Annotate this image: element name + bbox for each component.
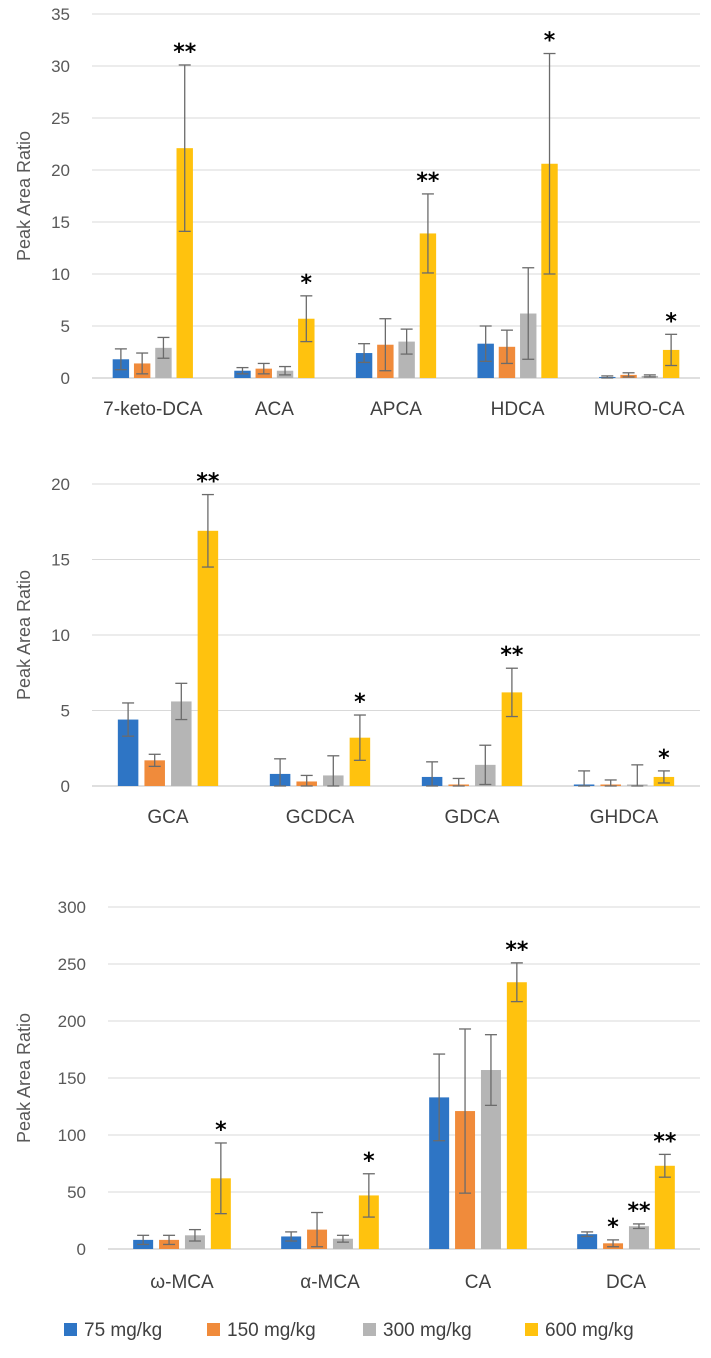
x-category-label: GHDCA — [590, 807, 659, 828]
significance-marker: ** — [173, 40, 197, 65]
y-axis-title: Peak Area Ratio — [14, 1013, 34, 1143]
significance-marker: ** — [416, 169, 440, 194]
y-tick-label: 35 — [51, 5, 70, 24]
significance-marker: * — [301, 271, 313, 296]
bar — [506, 982, 527, 1249]
significance-marker: ** — [653, 1129, 677, 1154]
x-category-label: APCA — [370, 399, 422, 420]
legend-swatch — [363, 1323, 376, 1336]
x-category-label: ω-MCA — [150, 1272, 214, 1293]
bar — [281, 1236, 302, 1249]
y-tick-label: 200 — [58, 1012, 86, 1031]
significance-marker: ** — [627, 1199, 651, 1224]
y-tick-label: 10 — [51, 265, 70, 284]
y-tick-label: 0 — [77, 1240, 86, 1259]
legend-swatch — [64, 1323, 77, 1336]
y-tick-label: 0 — [61, 369, 70, 388]
legend-swatch — [207, 1323, 220, 1336]
y-tick-label: 50 — [67, 1183, 86, 1202]
y-tick-label: 15 — [51, 551, 70, 570]
bar — [176, 148, 193, 378]
significance-marker: * — [363, 1149, 375, 1174]
x-category-label: 7-keto-DCA — [103, 399, 203, 420]
x-category-label: GCA — [147, 807, 189, 828]
bar — [419, 233, 437, 378]
bar — [184, 1235, 205, 1249]
significance-marker: ** — [505, 938, 529, 963]
y-tick-label: 10 — [51, 626, 70, 645]
y-tick-label: 100 — [58, 1126, 86, 1145]
bar — [501, 692, 523, 786]
y-tick-label: 15 — [51, 213, 70, 232]
bar — [480, 1070, 501, 1249]
legend-label: 75 mg/kg — [84, 1320, 162, 1341]
significance-marker: ** — [500, 643, 524, 668]
y-axis-title: Peak Area Ratio — [14, 570, 34, 700]
x-category-label: ACA — [255, 399, 294, 420]
bar — [197, 530, 219, 786]
y-tick-label: 20 — [51, 161, 70, 180]
y-tick-label: 5 — [61, 317, 70, 336]
x-category-label: DCA — [606, 1272, 646, 1293]
bar — [358, 1195, 379, 1249]
y-tick-label: 20 — [51, 475, 70, 494]
legend-label: 150 mg/kg — [227, 1320, 316, 1341]
y-tick-label: 150 — [58, 1069, 86, 1088]
bar — [577, 1234, 598, 1249]
y-tick-label: 300 — [58, 898, 86, 917]
x-category-label: GDCA — [445, 807, 500, 828]
x-category-label: GCDCA — [286, 807, 355, 828]
y-tick-label: 30 — [51, 57, 70, 76]
significance-marker: * — [544, 29, 556, 54]
bar — [429, 1097, 450, 1249]
legend-group: 75 mg/kg 150 mg/kg 300 mg/kg 600 mg/kg — [64, 1320, 634, 1341]
bar — [398, 341, 415, 378]
y-tick-label: 0 — [61, 777, 70, 796]
y-tick-label: 25 — [51, 109, 70, 128]
chart-panel-3: 0 50 100 150 200 250 300 Peak Area Ratio ω-MCA * α… — [14, 898, 700, 1293]
y-tick-label: 5 — [61, 702, 70, 721]
significance-marker: * — [665, 309, 677, 334]
significance-marker: * — [354, 690, 366, 715]
bar — [298, 318, 315, 378]
legend-swatch — [525, 1323, 538, 1336]
chart-panel-1: 0 5 10 15 20 25 30 35 Peak Area Ratio 7-keto-DCA *… — [14, 5, 700, 420]
legend-label: 300 mg/kg — [383, 1320, 472, 1341]
bar — [355, 353, 373, 378]
bar — [628, 1226, 649, 1249]
significance-marker: ** — [196, 470, 220, 495]
x-category-label: MURO-CA — [594, 399, 685, 420]
significance-marker: * — [658, 746, 670, 771]
significance-marker: * — [215, 1118, 227, 1143]
bar — [155, 347, 172, 378]
y-axis-title: Peak Area Ratio — [14, 131, 34, 261]
y-tick-label: 250 — [58, 955, 86, 974]
bar — [654, 1165, 675, 1249]
bar — [171, 701, 192, 786]
x-category-label: α-MCA — [300, 1272, 360, 1293]
x-category-label: CA — [465, 1272, 492, 1293]
bar — [349, 737, 371, 786]
bar — [332, 1238, 353, 1249]
significance-marker: * — [607, 1215, 619, 1240]
legend-label: 600 mg/kg — [545, 1320, 634, 1341]
x-category-label: HDCA — [491, 399, 545, 420]
